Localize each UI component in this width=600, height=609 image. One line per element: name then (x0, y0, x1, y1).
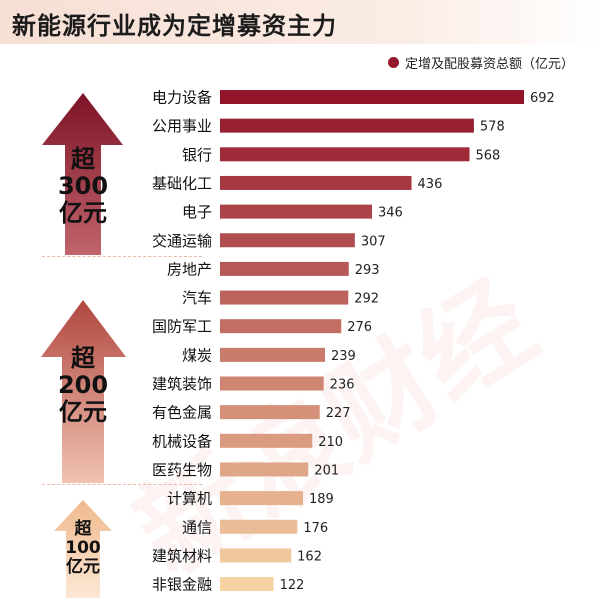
group-separator (42, 484, 202, 485)
category-label: 建筑材料 (152, 547, 212, 565)
bar (220, 347, 325, 362)
value-label: 189 (309, 492, 334, 507)
value-label: 346 (378, 206, 403, 221)
value-label: 276 (347, 320, 372, 335)
value-label: 176 (303, 521, 328, 536)
value-label: 227 (326, 406, 351, 421)
legend: 定增及配股募资总额（亿元） (387, 53, 574, 72)
value-label: 236 (330, 378, 355, 393)
bar (220, 462, 309, 477)
bar (220, 118, 474, 133)
category-label: 煤炭 (182, 346, 212, 364)
legend-swatch (387, 57, 399, 68)
bar (220, 147, 470, 162)
category-label: 电力设备 (152, 89, 212, 107)
value-label: 122 (280, 578, 305, 593)
value-label: 568 (476, 148, 501, 163)
value-label: 201 (314, 463, 339, 478)
bar (220, 548, 292, 563)
category-label: 医药生物 (152, 461, 212, 479)
group-label-300: 超 300 亿元 (57, 145, 109, 227)
category-label: 有色金属 (152, 404, 212, 422)
category-label: 国防军工 (152, 318, 212, 336)
bar (220, 233, 355, 248)
value-label: 292 (354, 292, 379, 307)
category-label: 房地产 (167, 260, 212, 278)
chart-title: 新能源行业成为定增募资主力 (12, 12, 337, 40)
category-label: 计算机 (167, 490, 212, 508)
value-label: 307 (361, 234, 386, 249)
category-label: 公用事业 (152, 117, 212, 135)
bar (220, 204, 372, 219)
category-label: 汽车 (182, 289, 212, 307)
bar (220, 290, 349, 305)
category-label: 电子 (182, 203, 212, 221)
category-label: 非银金融 (152, 576, 212, 594)
group-separator (42, 256, 202, 257)
group-arrow-300 (42, 93, 123, 255)
category-label: 交通运输 (152, 232, 212, 250)
bar (220, 261, 349, 276)
group-arrow-200 (41, 300, 126, 483)
bar (220, 90, 524, 104)
bar (220, 519, 298, 534)
category-label: 机械设备 (152, 432, 212, 450)
bar (220, 319, 342, 334)
title-bar (0, 0, 600, 44)
value-label: 436 (418, 177, 443, 192)
category-label: 通信 (182, 518, 212, 536)
category-label: 建筑装饰 (152, 375, 212, 393)
value-label: 239 (331, 349, 356, 364)
value-label: 578 (480, 120, 505, 135)
bar (220, 376, 324, 391)
group-label-200: 超 200 亿元 (57, 344, 109, 426)
value-label: 210 (318, 435, 343, 450)
bar (220, 175, 412, 190)
value-label: 293 (355, 263, 380, 278)
group-arrow-100 (54, 500, 112, 598)
category-label: 银行 (182, 146, 212, 164)
value-label: 162 (297, 549, 322, 564)
value-label: 692 (530, 91, 555, 106)
group-label-100: 超 100 亿元 (65, 519, 101, 578)
bar (220, 577, 274, 592)
legend-label: 定增及配股募资总额（亿元） (404, 57, 574, 72)
bar (220, 405, 320, 420)
bar (220, 491, 304, 506)
bar (220, 433, 313, 448)
category-label: 基础化工 (152, 174, 212, 192)
